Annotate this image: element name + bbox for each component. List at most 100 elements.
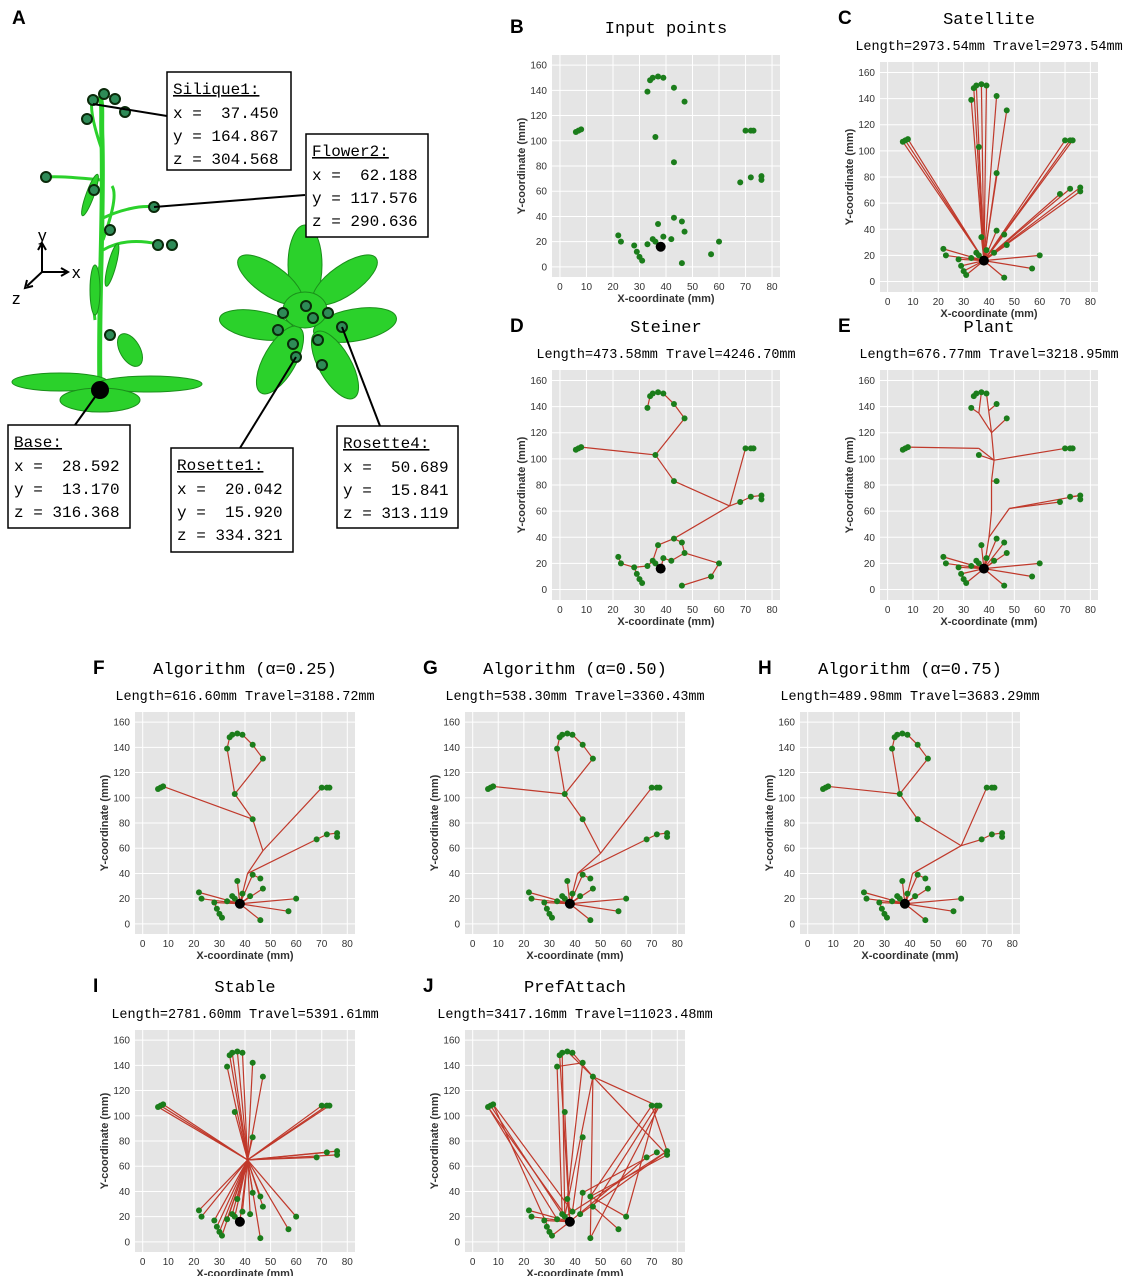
y-tick-label: 20 (864, 251, 876, 262)
panel-label: B (510, 17, 524, 38)
x-tick-label: 80 (1007, 939, 1019, 950)
point (218, 1232, 225, 1239)
edge (589, 1105, 660, 1239)
chart-title: Steiner (630, 319, 701, 338)
edge (246, 1159, 261, 1239)
y-tick-label: 60 (119, 1162, 131, 1173)
annotation-line: z = 334.321 (177, 527, 283, 545)
edge (564, 1076, 594, 1217)
y-tick-label: 0 (869, 277, 875, 288)
point (490, 783, 497, 790)
point (561, 1213, 568, 1220)
point (716, 560, 723, 567)
point (988, 831, 995, 838)
edge (487, 1106, 558, 1220)
point (639, 580, 646, 587)
point (247, 1211, 254, 1218)
edge (492, 1104, 573, 1212)
point (1077, 188, 1084, 195)
point (670, 535, 677, 542)
point (543, 1223, 550, 1230)
point (213, 905, 220, 912)
point (554, 1216, 561, 1223)
point (224, 898, 231, 905)
edge (590, 1195, 627, 1218)
edge (239, 898, 297, 905)
edge (246, 1137, 254, 1161)
y-tick-label: 140 (858, 94, 875, 105)
x-tick-label: 20 (518, 1257, 530, 1268)
edge (241, 1052, 249, 1160)
point (318, 1102, 325, 1109)
point (579, 871, 586, 878)
root-point (655, 563, 666, 574)
point (825, 783, 832, 790)
root-point (234, 1216, 245, 1227)
point (978, 389, 985, 396)
point (569, 1049, 576, 1056)
x-tick-label: 30 (958, 297, 970, 308)
chart-subtitle: Length=489.98mm Travel=3683.29mm (780, 690, 1039, 705)
point (239, 731, 246, 738)
point (1029, 573, 1036, 580)
y-tick-label: 120 (530, 428, 547, 439)
root-point (234, 898, 245, 909)
point (577, 1211, 584, 1218)
panel-label: I (93, 976, 98, 997)
point (664, 833, 671, 840)
annotation-line: y = 13.170 (14, 481, 120, 499)
point (548, 914, 555, 921)
edge (990, 432, 995, 461)
point (747, 174, 754, 181)
edge (983, 538, 998, 569)
point (991, 249, 998, 256)
point (224, 1216, 231, 1223)
point (958, 262, 965, 269)
point (326, 784, 333, 791)
chart-title: Input points (605, 20, 727, 39)
x-axis-label: X-coordinate (mm) (196, 950, 294, 962)
edge (983, 95, 998, 261)
point (559, 1049, 566, 1056)
chart-subtitle: Length=2781.60mm Travel=5391.61mm (111, 1008, 378, 1023)
point (889, 745, 896, 752)
edge (582, 818, 602, 854)
edge (983, 188, 1071, 262)
y-tick-label: 40 (536, 533, 548, 544)
x-tick-label: 40 (660, 605, 672, 616)
axis-glyph-label: z (12, 289, 21, 308)
edge (978, 392, 982, 414)
point (198, 1213, 205, 1220)
x-tick-label: 40 (983, 605, 995, 616)
point (589, 1073, 596, 1080)
root-point (978, 563, 989, 574)
chart-subtitle: Length=3417.16mm Travel=11023.48mm (437, 1008, 712, 1023)
point (564, 1048, 571, 1055)
point (670, 214, 677, 221)
point (670, 400, 677, 407)
x-tick-label: 40 (983, 297, 995, 308)
point (955, 564, 962, 571)
point (587, 1193, 594, 1200)
point (975, 560, 982, 567)
point (889, 898, 896, 905)
point (617, 238, 624, 245)
point (554, 898, 561, 905)
point (758, 176, 765, 183)
point (914, 816, 921, 823)
x-tick-label: 50 (265, 1257, 277, 1268)
point (561, 895, 568, 902)
edge (569, 1156, 648, 1223)
point (664, 1151, 671, 1158)
point (968, 563, 975, 570)
edge (978, 146, 985, 261)
annotation-line: x = 28.592 (14, 458, 120, 476)
point (644, 88, 651, 95)
point (670, 84, 677, 91)
y-tick-label: 120 (443, 768, 460, 779)
annotation-box (166, 71, 292, 171)
y-tick-label: 0 (789, 919, 795, 930)
x-tick-label: 0 (470, 939, 476, 950)
point (648, 1102, 655, 1109)
